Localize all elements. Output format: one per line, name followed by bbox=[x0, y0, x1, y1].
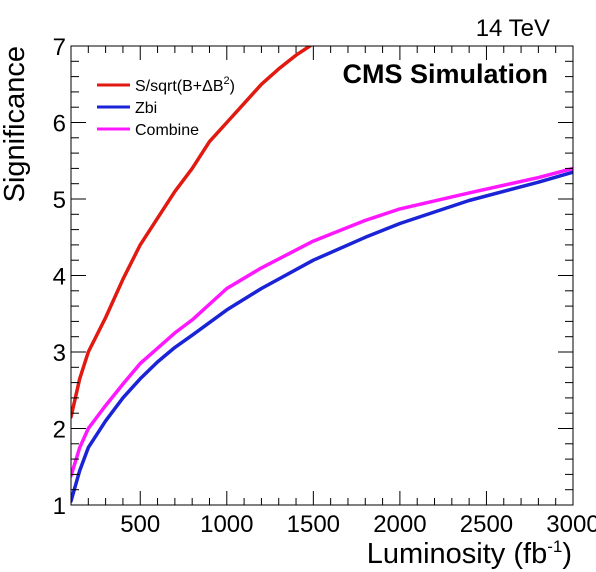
series-ratio-line bbox=[71, 46, 312, 419]
x-axis-title: Luminosity (fb-1) bbox=[367, 537, 572, 570]
y-axis-title: Significance bbox=[0, 46, 31, 202]
series-layer bbox=[71, 46, 573, 503]
y-tick-label: 2 bbox=[53, 417, 66, 444]
y-tick-label: 5 bbox=[53, 187, 66, 214]
tick-label-layer: 500 1000 1500 2000 2500 3000 1 2 3 4 5 6 7 bbox=[53, 34, 596, 538]
x-tick-label: 500 bbox=[120, 511, 160, 538]
x-tick-label: 1500 bbox=[287, 511, 340, 538]
legend-label-ratio-close: ) bbox=[230, 78, 235, 95]
legend-label-ratio-main: S/sqrt(B+ΔB bbox=[135, 78, 224, 95]
legend-label-combine: Combine bbox=[135, 122, 199, 139]
legend: S/sqrt(B+ΔB2) Zbi Combine bbox=[97, 75, 235, 139]
y-tick-label: 4 bbox=[53, 264, 66, 291]
energy-label: 14 TeV bbox=[476, 15, 550, 42]
x-tick-label: 3000 bbox=[546, 511, 596, 538]
series-combine-line bbox=[71, 166, 573, 478]
x-tick-label: 2500 bbox=[460, 511, 513, 538]
x-tick-label: 1000 bbox=[200, 511, 253, 538]
legend-label-ratio-sup: 2 bbox=[224, 75, 230, 87]
experiment-label: CMS Simulation bbox=[342, 59, 548, 89]
x-axis-title-main: Luminosity (fb bbox=[367, 538, 548, 570]
y-tick-label: 1 bbox=[53, 493, 66, 520]
y-tick-label: 6 bbox=[53, 111, 66, 138]
x-axis-title-sup: -1 bbox=[547, 537, 562, 556]
series-zbi-line bbox=[71, 170, 573, 503]
x-axis-title-close: ) bbox=[562, 538, 572, 570]
y-tick-label: 7 bbox=[53, 34, 66, 61]
x-tick-label: 2000 bbox=[373, 511, 426, 538]
legend-label-zbi: Zbi bbox=[135, 100, 157, 117]
y-tick-label: 3 bbox=[53, 340, 66, 367]
axis-layer bbox=[70, 45, 574, 506]
legend-label-ratio: S/sqrt(B+ΔB2) bbox=[135, 75, 235, 95]
